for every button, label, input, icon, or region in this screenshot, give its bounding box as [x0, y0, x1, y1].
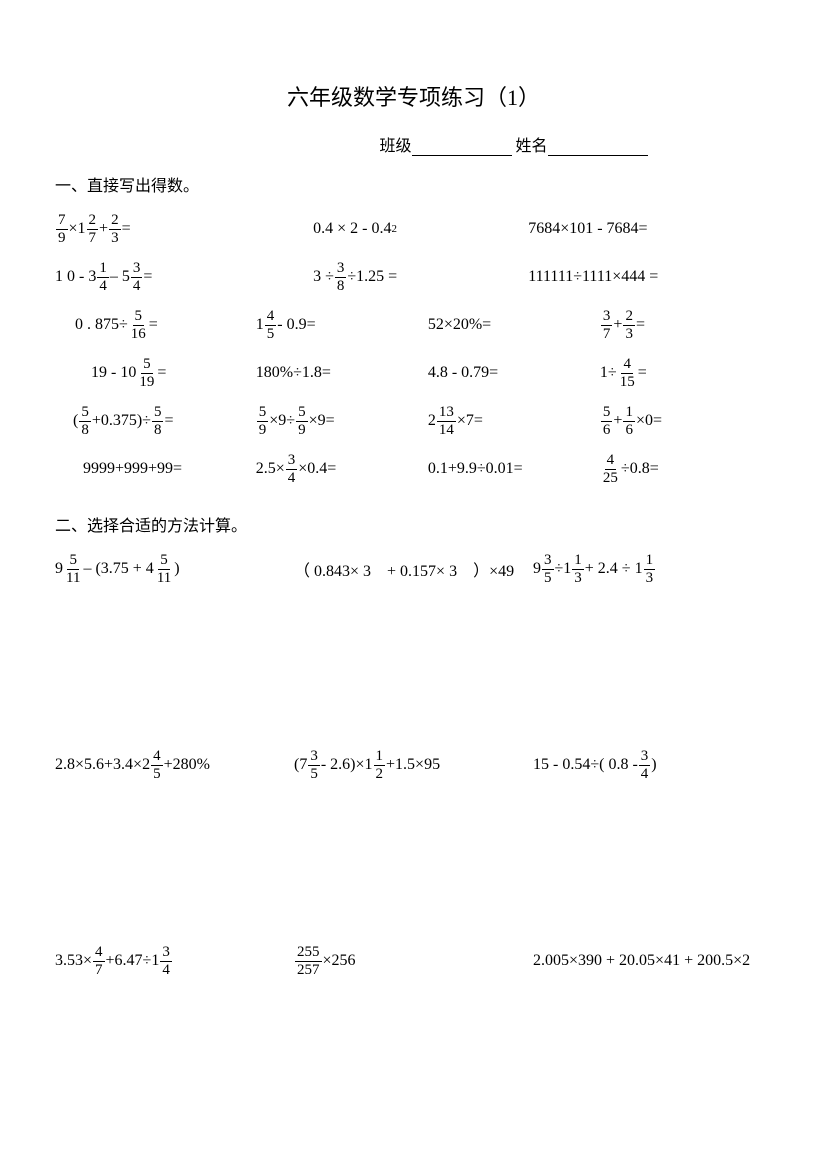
problem-cell: 935 ÷113 + 2.4 ÷ 113 — [533, 553, 772, 586]
problem-cell: 2.8×5.6+3.4×245 +280% — [55, 749, 294, 782]
problem-row: 19 - 10519 =180%÷1.8=4.8 - 0.79=1÷415 = — [55, 350, 772, 396]
problem-row: 2.8×5.6+3.4×245 +280%(735 - 2.6)×112 +1.… — [55, 742, 772, 788]
problem-row: 9511 – (3.75 + 4511)（ 0.843× 3 + 0.157× … — [55, 546, 772, 592]
name-blank — [548, 137, 648, 156]
problem-cell: 9511 – (3.75 + 4511) — [55, 553, 294, 586]
problem-cell: 7684×101 - 7684= — [528, 220, 772, 238]
problem-cell: 79×127 + 23 = — [55, 213, 313, 246]
problem-row: 9999+999+99=2.5× 34 ×0.4=0.1+9.9÷0.01=42… — [55, 446, 772, 492]
section2-body: 9511 – (3.75 + 4511)（ 0.843× 3 + 0.157× … — [55, 546, 772, 984]
problem-cell: (58 +0.375)÷58 = — [55, 405, 256, 438]
info-line: 班级 姓名 — [55, 132, 772, 156]
problem-cell: 0.4 × 2 - 0.42 — [313, 220, 528, 238]
problem-row: 1 0 - 3 14 – 534 =3 ÷ 38 ÷1.25 =111111÷1… — [55, 254, 772, 300]
problem-cell: 0.1+9.9÷0.01= — [428, 460, 600, 478]
problem-cell: 180%÷1.8= — [256, 364, 428, 382]
problem-row: 3.53× 47 +6.47÷134255257 ×2562.005×390 +… — [55, 938, 772, 984]
problem-cell: (735 - 2.6)×112 +1.5×95 — [294, 749, 533, 782]
problem-cell: 21314 ×7= — [428, 405, 600, 438]
section1-body: 79×127 + 23 =0.4 × 2 - 0.427684×101 - 76… — [55, 206, 772, 492]
problem-cell: 255257 ×256 — [294, 945, 533, 978]
section1-heading: 一、直接写出得数。 — [55, 172, 772, 196]
problem-cell: （ 0.843× 3 + 0.157× 3 ）×49 — [294, 557, 533, 581]
problem-cell: 3.53× 47 +6.47÷134 — [55, 945, 294, 978]
problem-cell: 2.005×390 + 20.05×41 + 200.5×2 — [533, 952, 772, 970]
problem-row: (58 +0.375)÷58 =59 ×9÷59 ×9=21314 ×7=56 … — [55, 398, 772, 444]
problem-row: 79×127 + 23 =0.4 × 2 - 0.427684×101 - 76… — [55, 206, 772, 252]
problem-cell: 9999+999+99= — [55, 460, 256, 478]
problem-cell: 2.5× 34 ×0.4= — [256, 453, 428, 486]
section2-heading: 二、选择合适的方法计算。 — [55, 512, 772, 536]
problem-cell: 15 - 0.54÷( 0.8 - 34 ) — [533, 749, 772, 782]
problem-cell: 1 0 - 3 14 – 534 = — [55, 261, 313, 294]
problem-cell: 3 ÷ 38 ÷1.25 = — [313, 261, 528, 294]
problem-cell: 145 - 0.9= — [256, 309, 428, 342]
problem-cell: 56 + 16 ×0= — [600, 405, 772, 438]
problem-cell: 52×20%= — [428, 316, 600, 334]
name-label: 姓名 — [516, 138, 548, 155]
page-title: 六年级数学专项练习（1） — [55, 80, 772, 112]
problem-cell: 0 . 875÷516 = — [55, 309, 256, 342]
class-blank — [412, 137, 512, 156]
class-label: 班级 — [379, 138, 411, 155]
problem-cell: 1÷415 = — [600, 357, 772, 390]
problem-cell: 425 ÷0.8= — [600, 453, 772, 486]
problem-row: 0 . 875÷516 =145 - 0.9=52×20%=37 + 23 = — [55, 302, 772, 348]
problem-cell: 19 - 10519 = — [55, 357, 256, 390]
problem-cell: 37 + 23 = — [600, 309, 772, 342]
problem-cell: 4.8 - 0.79= — [428, 364, 600, 382]
problem-cell: 111111÷1111×444 = — [528, 268, 772, 286]
problem-cell: 59 ×9÷59 ×9= — [256, 405, 428, 438]
